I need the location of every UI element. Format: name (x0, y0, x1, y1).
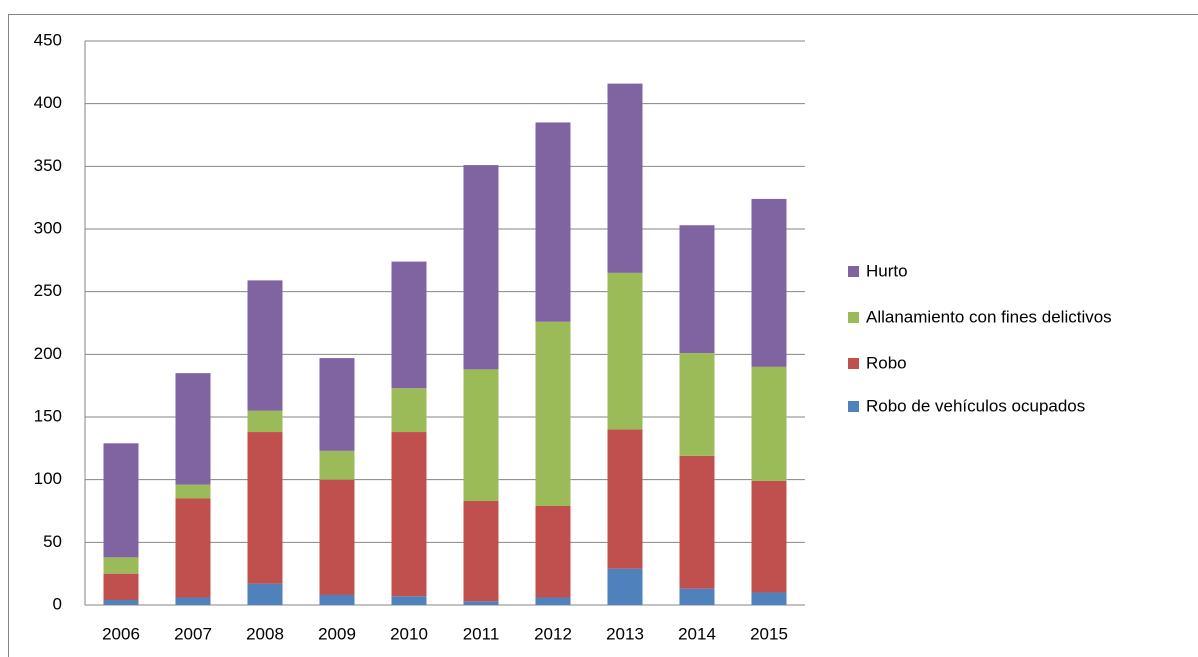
bar-segment (607, 272, 643, 430)
x-tick-label: 2007 (174, 624, 212, 643)
x-tick-label: 2014 (678, 624, 716, 643)
legend-label: Robo (866, 353, 907, 372)
x-tick-label: 2013 (606, 624, 644, 643)
bar-segment (679, 588, 715, 605)
y-tick-label: 100 (34, 469, 62, 488)
bar-segment (103, 443, 139, 558)
bar-segment (607, 568, 643, 605)
y-tick-label: 350 (34, 156, 62, 175)
x-tick-label: 2010 (390, 624, 428, 643)
bar-segment (247, 432, 283, 584)
bar-segment (103, 557, 139, 574)
legend-label: Allanamiento con fines delictivos (866, 307, 1112, 326)
bar-segment (247, 410, 283, 433)
bar-segment (607, 83, 643, 273)
y-tick-label: 150 (34, 406, 62, 425)
bar-segment (463, 369, 499, 501)
bar-segment (175, 498, 211, 598)
bar-segment (751, 592, 787, 605)
bar-segment (463, 601, 499, 605)
bar-segment (319, 358, 355, 451)
bar-segment (535, 122, 571, 322)
legend-label: Hurto (866, 261, 908, 280)
legend-swatch (848, 266, 859, 277)
bar-segment (751, 366, 787, 481)
bar-segment (463, 500, 499, 602)
y-tick-label: 250 (34, 281, 62, 300)
x-tick-label: 2006 (102, 624, 140, 643)
bar-segment (319, 450, 355, 480)
y-tick-label: 450 (34, 30, 62, 49)
bar-segment (247, 280, 283, 411)
bar-segment (175, 597, 211, 605)
bar-segment (391, 388, 427, 433)
y-tick-label: 300 (34, 218, 62, 237)
y-tick-label: 400 (34, 93, 62, 112)
legend-swatch (848, 358, 859, 369)
legend-swatch (848, 401, 859, 412)
bar-segment (391, 596, 427, 605)
bar-segment (607, 429, 643, 569)
x-tick-label: 2012 (534, 624, 572, 643)
x-tick-label: 2009 (318, 624, 356, 643)
bar-segment (175, 373, 211, 485)
bar-segment (535, 597, 571, 605)
bar-segment (679, 353, 715, 456)
bar-segment (391, 432, 427, 597)
chart-border (8, 14, 1198, 657)
x-tick-label: 2008 (246, 624, 284, 643)
legend-swatch (848, 312, 859, 323)
bar-segment (535, 505, 571, 598)
y-tick-label: 200 (34, 344, 62, 363)
bar-segment (679, 225, 715, 354)
bar-segment (247, 583, 283, 605)
x-tick-label: 2015 (750, 624, 788, 643)
bar-segment (751, 198, 787, 367)
bar-segment (103, 599, 139, 605)
bar-segment (319, 594, 355, 605)
bar-segment (463, 165, 499, 370)
bar-segment (535, 321, 571, 506)
bar-segment (319, 479, 355, 595)
bar-segment (175, 484, 211, 499)
bar-segment (391, 261, 427, 389)
x-tick-label: 2011 (463, 624, 500, 643)
y-tick-label: 0 (53, 594, 62, 613)
bar-segment (103, 573, 139, 600)
y-tick-label: 50 (43, 532, 62, 551)
legend-label: Robo de vehículos ocupados (866, 396, 1085, 415)
bar-segment (751, 480, 787, 593)
bar-segment (679, 455, 715, 589)
